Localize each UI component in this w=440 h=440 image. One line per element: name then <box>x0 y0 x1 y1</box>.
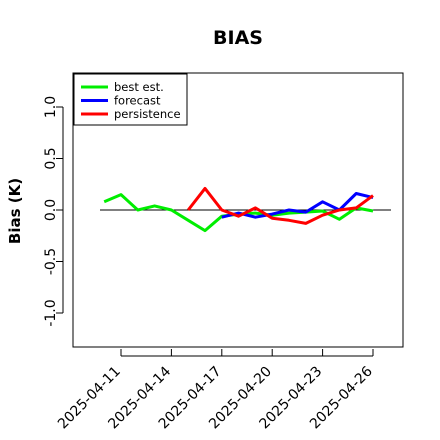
y-tick-label: 0.0 <box>43 199 59 221</box>
y-axis: -1.0 -0.5 0.0 0.5 1.0 <box>43 96 64 327</box>
legend-label: best est. <box>114 80 164 94</box>
series-line-persistence <box>187 186 374 225</box>
y-tick-label: -1.0 <box>43 299 59 326</box>
legend-label: persistence <box>114 107 181 121</box>
plot-frame <box>72 72 404 348</box>
x-axis: 2025-04-112025-04-142025-04-172025-04-20… <box>55 349 376 432</box>
chart-title: BIAS <box>213 27 263 49</box>
y-axis-label: Bias (K) <box>6 178 24 244</box>
legend-label: forecast <box>114 94 161 108</box>
series-layer <box>103 186 374 233</box>
y-tick-label: -0.5 <box>43 248 59 275</box>
y-tick-label: 0.5 <box>43 147 59 169</box>
y-tick-label: 1.0 <box>43 96 59 118</box>
series-line-forecast <box>221 192 374 219</box>
